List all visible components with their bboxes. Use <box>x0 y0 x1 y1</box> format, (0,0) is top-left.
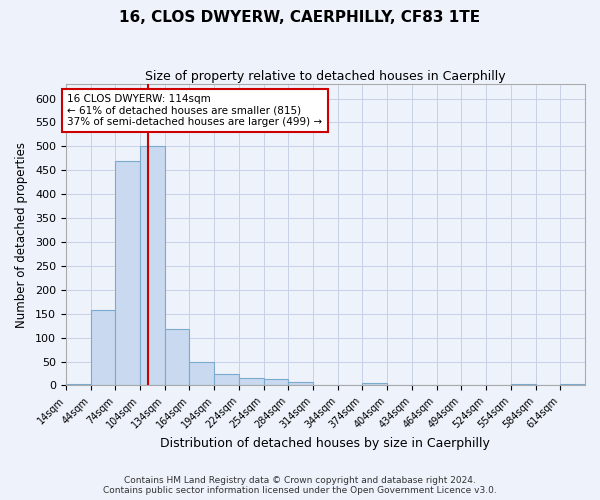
Title: Size of property relative to detached houses in Caerphilly: Size of property relative to detached ho… <box>145 70 506 83</box>
Text: Contains HM Land Registry data © Crown copyright and database right 2024.
Contai: Contains HM Land Registry data © Crown c… <box>103 476 497 495</box>
Bar <box>263 378 289 386</box>
Bar <box>91 310 115 386</box>
Bar <box>239 378 263 386</box>
Y-axis label: Number of detached properties: Number of detached properties <box>15 142 28 328</box>
Bar <box>164 329 190 386</box>
Bar <box>362 383 387 386</box>
Bar <box>511 384 536 386</box>
Bar <box>115 160 140 386</box>
Bar <box>289 382 313 386</box>
Bar <box>66 384 91 386</box>
Text: 16 CLOS DWYERW: 114sqm
← 61% of detached houses are smaller (815)
37% of semi-de: 16 CLOS DWYERW: 114sqm ← 61% of detached… <box>67 94 323 127</box>
Bar <box>140 146 164 386</box>
Bar <box>560 384 585 386</box>
Text: 16, CLOS DWYERW, CAERPHILLY, CF83 1TE: 16, CLOS DWYERW, CAERPHILLY, CF83 1TE <box>119 10 481 25</box>
Bar <box>214 374 239 386</box>
X-axis label: Distribution of detached houses by size in Caerphilly: Distribution of detached houses by size … <box>160 437 490 450</box>
Bar <box>190 362 214 386</box>
